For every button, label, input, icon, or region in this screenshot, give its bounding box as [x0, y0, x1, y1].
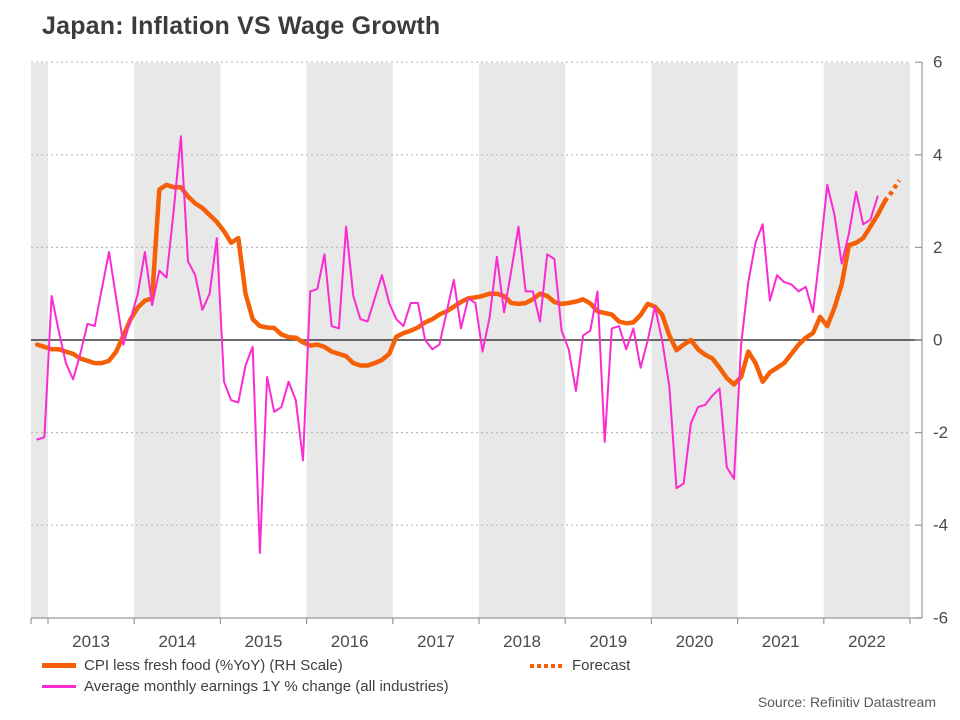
source-note: Source: Refinitiv Datastream — [757, 694, 936, 710]
legend-item-cpi: CPI less fresh food (%YoY) (RH Scale) — [42, 655, 449, 676]
legend-label-forecast: Forecast — [572, 657, 631, 674]
y-tick-label: 4 — [933, 145, 942, 164]
x-tick-label: 2015 — [245, 632, 283, 651]
x-tick-label: 2020 — [676, 632, 714, 651]
legend: CPI less fresh food (%YoY) (RH Scale) Av… — [42, 655, 449, 697]
x-tick-label: 2016 — [331, 632, 369, 651]
x-tick-label: 2018 — [503, 632, 541, 651]
y-tick-label: -6 — [933, 608, 948, 627]
y-tick-label: 0 — [933, 331, 942, 350]
y-tick-label: -2 — [933, 423, 948, 442]
cpi-line — [34, 182, 888, 387]
wage-line — [36, 135, 879, 554]
legend-label-wages: Average monthly earnings 1Y % change (al… — [84, 678, 449, 695]
page-title: Japan: Inflation VS Wage Growth — [42, 12, 441, 40]
wage-line-swatch-icon — [42, 685, 76, 688]
y-tick-label: 6 — [933, 53, 942, 72]
y-tick-label: -4 — [933, 516, 948, 535]
forecast-line — [883, 179, 902, 203]
legend-item-forecast: Forecast — [530, 655, 630, 676]
forecast-dotted-swatch-icon — [530, 663, 564, 668]
x-tick-label: 2021 — [762, 632, 800, 651]
cpi-line-swatch-icon — [42, 663, 76, 668]
legend-item-wages: Average monthly earnings 1Y % change (al… — [42, 676, 449, 697]
x-tick-label: 2022 — [848, 632, 886, 651]
x-tick-label: 2019 — [589, 632, 627, 651]
x-tick-label: 2017 — [417, 632, 455, 651]
y-tick-label: 2 — [933, 238, 942, 257]
x-tick-label: 2014 — [158, 632, 196, 651]
x-tick-label: 2013 — [72, 632, 110, 651]
legend-label-cpi: CPI less fresh food (%YoY) (RH Scale) — [84, 657, 343, 674]
